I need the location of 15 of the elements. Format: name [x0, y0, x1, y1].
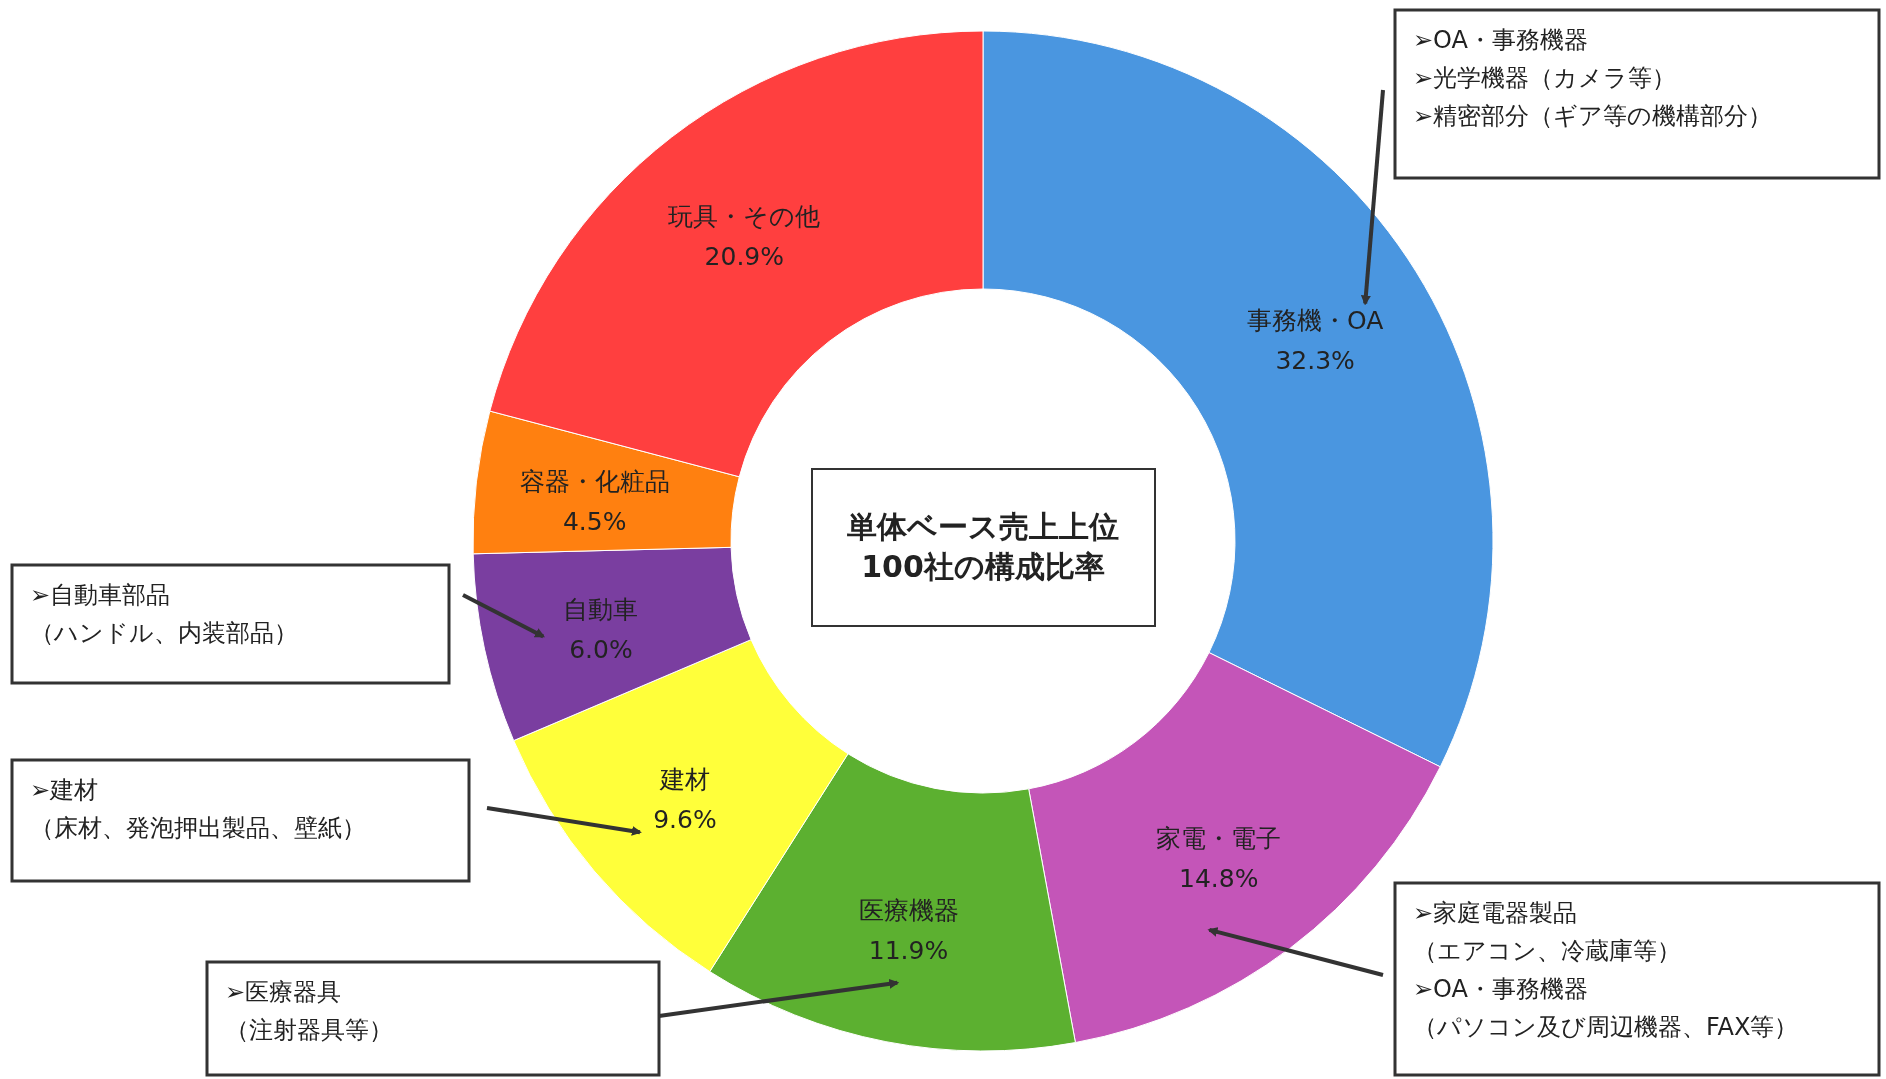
slice-label: 建材 [658, 765, 710, 794]
data-label: 20.9% [704, 242, 785, 272]
data-label: 32.3% [1275, 345, 1355, 375]
slice-label: 家電・電子 [1156, 823, 1282, 853]
data-label: 11.9% [868, 935, 949, 965]
slice-label: 容器・化粧品 [519, 466, 670, 496]
title: 単体ベース売上上位100社の構成比率 [811, 468, 1156, 627]
data-label: 4.5% [562, 506, 627, 536]
data-label: 6.0% [569, 634, 633, 664]
slice-label: 事務機・OA [1246, 305, 1384, 335]
slice-label: 医療機器 [858, 895, 959, 925]
slice-label: 玩具・その他 [668, 202, 821, 232]
data-label: 9.6% [653, 805, 717, 834]
data-label: 14.8% [1179, 863, 1259, 893]
slice-label: 自動車 [563, 594, 639, 624]
